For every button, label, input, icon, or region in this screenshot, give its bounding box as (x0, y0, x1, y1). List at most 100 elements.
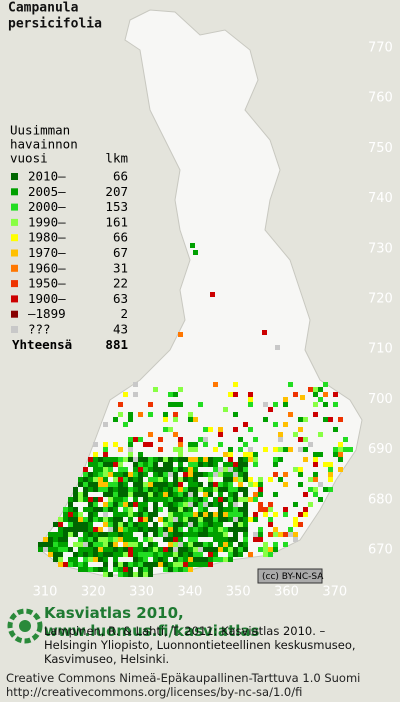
square (188, 417, 193, 422)
square (173, 502, 178, 507)
square (153, 532, 158, 537)
square (118, 532, 123, 537)
square (233, 532, 238, 537)
square (178, 512, 183, 517)
square (168, 462, 173, 467)
square (193, 467, 198, 472)
square (103, 572, 108, 577)
square (183, 512, 188, 517)
square (178, 497, 183, 502)
square (123, 532, 128, 537)
square (148, 477, 153, 482)
square (73, 552, 78, 557)
square (208, 532, 213, 537)
square (98, 527, 103, 532)
square (93, 512, 98, 517)
square (128, 512, 133, 517)
square (98, 517, 103, 522)
square (223, 462, 228, 467)
square (168, 542, 173, 547)
square (218, 547, 223, 552)
square (128, 477, 133, 482)
square (218, 497, 223, 502)
square (253, 537, 258, 542)
square (208, 502, 213, 507)
square (188, 517, 193, 522)
square (163, 482, 168, 487)
square (223, 512, 228, 517)
square (208, 547, 213, 552)
map: Campanula persicifolia Uusimman havainno… (8, 1, 393, 600)
square (293, 517, 298, 522)
square (183, 522, 188, 527)
square (158, 552, 163, 557)
square (78, 482, 83, 487)
square (273, 402, 278, 407)
square (258, 477, 263, 482)
square (108, 572, 113, 577)
square (198, 457, 203, 462)
square (108, 522, 113, 527)
square (248, 477, 253, 482)
square (243, 532, 248, 537)
square (248, 552, 253, 557)
square (133, 487, 138, 492)
square (108, 472, 113, 477)
square (103, 562, 108, 567)
square (58, 537, 63, 542)
square (213, 467, 218, 472)
square (303, 512, 308, 517)
square (213, 522, 218, 527)
square (198, 472, 203, 477)
square (203, 512, 208, 517)
square (343, 437, 348, 442)
square (233, 427, 238, 432)
square (248, 397, 253, 402)
square (213, 552, 218, 557)
square (273, 462, 278, 467)
square (193, 527, 198, 532)
square (168, 507, 173, 512)
square (108, 532, 113, 537)
square (113, 497, 118, 502)
square (233, 537, 238, 542)
square (323, 462, 328, 467)
square (278, 447, 283, 452)
square (73, 492, 78, 497)
square (128, 552, 133, 557)
square (103, 492, 108, 497)
square (248, 447, 253, 452)
square (288, 527, 293, 532)
square (103, 552, 108, 557)
square (288, 382, 293, 387)
square (138, 477, 143, 482)
square (243, 502, 248, 507)
square (133, 382, 138, 387)
square (218, 492, 223, 497)
square (328, 462, 333, 467)
square (153, 507, 158, 512)
square (293, 502, 298, 507)
square (113, 552, 118, 557)
square (88, 487, 93, 492)
square (68, 557, 73, 562)
square (188, 467, 193, 472)
square (48, 532, 53, 537)
square (53, 542, 58, 547)
square (108, 462, 113, 467)
square (228, 447, 233, 452)
square (133, 552, 138, 557)
square (243, 542, 248, 547)
square (333, 402, 338, 407)
square (118, 552, 123, 557)
square (93, 487, 98, 492)
square (163, 412, 168, 417)
square (123, 512, 128, 517)
square (133, 457, 138, 462)
square (88, 507, 93, 512)
legend-count: 43 (113, 322, 128, 337)
square (143, 442, 148, 447)
square (138, 482, 143, 487)
square (128, 472, 133, 477)
square (88, 532, 93, 537)
